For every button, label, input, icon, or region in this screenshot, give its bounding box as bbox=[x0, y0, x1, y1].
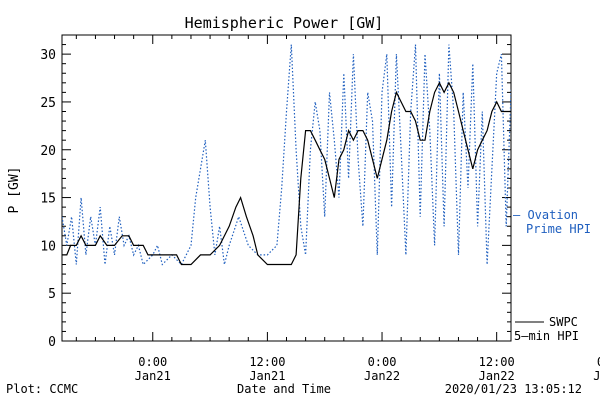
series-ovation-line bbox=[62, 44, 511, 266]
x-tick-date-label: Jan21 bbox=[135, 369, 171, 383]
series-swpc-line bbox=[62, 81, 511, 266]
plot-frame bbox=[61, 34, 512, 342]
x-tick-time-label: 0:00 bbox=[138, 355, 167, 369]
x-tick-date-label: Jan23 bbox=[593, 369, 600, 383]
chart-title: Hemispheric Power [GW] bbox=[185, 14, 384, 32]
x-tick-time-label: 0:00 bbox=[368, 355, 397, 369]
y-tick-label: 5 bbox=[48, 287, 56, 302]
plot-area: 0510152025300:00Jan2112:00Jan210:00Jan22… bbox=[40, 34, 600, 383]
legend-ovation-line2: Prime HPI bbox=[526, 222, 591, 236]
y-tick-label: 0 bbox=[48, 335, 56, 350]
x-tick-time-label: 12:00 bbox=[249, 355, 285, 369]
x-tick-date-label: Jan21 bbox=[249, 369, 285, 383]
legend-ovation-line1: — Ovation bbox=[513, 208, 578, 222]
x-tick-date-label: Jan22 bbox=[479, 369, 515, 383]
legend-swpc-line2: 5–min HPI bbox=[514, 329, 579, 343]
y-tick-label: 10 bbox=[40, 239, 56, 254]
legend: — Ovation Prime HPI SWPC 5–min HPI bbox=[513, 208, 591, 343]
y-tick-label: 30 bbox=[40, 48, 56, 63]
y-tick-label: 20 bbox=[40, 144, 56, 159]
legend-swpc-line1: SWPC bbox=[549, 315, 578, 329]
y-tick-label: 15 bbox=[40, 192, 56, 207]
x-tick-date-label: Jan22 bbox=[364, 369, 400, 383]
x-tick-time-label: 0:00 bbox=[597, 355, 600, 369]
x-axis-label: Date and Time bbox=[237, 382, 331, 396]
y-tick-label: 25 bbox=[40, 96, 56, 111]
y-axis-label: P [GW] bbox=[7, 167, 22, 214]
footer-credit: Plot: CCMC bbox=[6, 382, 78, 396]
x-tick-time-label: 12:00 bbox=[479, 355, 515, 369]
footer-timestamp: 2020/01/23 13:05:12 bbox=[445, 382, 582, 396]
